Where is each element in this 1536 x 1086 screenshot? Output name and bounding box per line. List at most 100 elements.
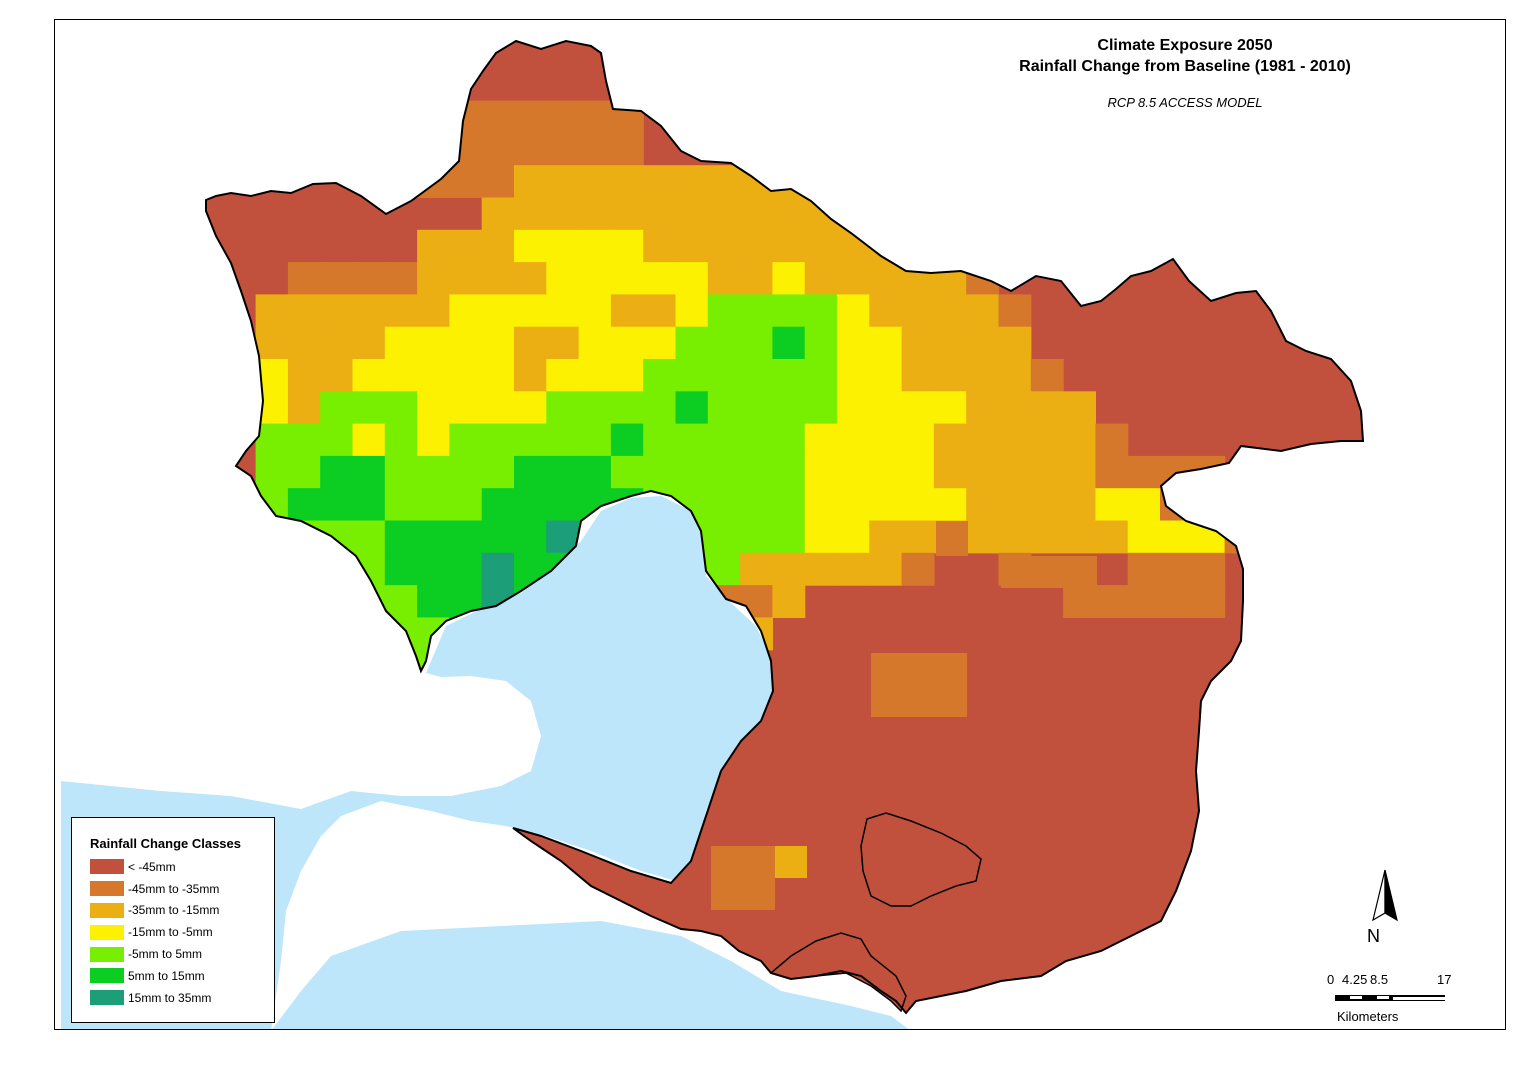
raster-cell — [901, 262, 935, 295]
raster-cell — [352, 423, 386, 457]
raster-cell — [578, 423, 612, 457]
raster-cell — [837, 552, 870, 586]
raster-cell — [772, 455, 806, 489]
raster-cell — [804, 359, 838, 392]
raster-cell — [352, 488, 386, 522]
raster-cell — [966, 326, 1000, 360]
raster-cell — [417, 520, 450, 554]
raster-cell — [352, 294, 386, 328]
raster-cell — [998, 455, 1032, 489]
raster-cell — [1063, 455, 1096, 489]
raster-cell — [481, 100, 515, 134]
scale-tick-3: 17 — [1437, 972, 1452, 987]
raster-cell — [481, 488, 515, 522]
raster-cell — [869, 455, 903, 489]
raster-cell — [320, 423, 354, 457]
raster-cell — [449, 359, 483, 392]
raster-cell — [707, 423, 741, 457]
raster-cell — [837, 359, 870, 392]
raster-cell — [643, 455, 677, 489]
raster-cell — [740, 359, 773, 392]
raster-cell — [869, 262, 903, 295]
scale-unit: Kilometers — [1337, 1009, 1399, 1024]
raster-cell — [837, 165, 870, 199]
raster-cell — [546, 423, 580, 457]
raster-cell — [772, 552, 806, 586]
raster-cell — [255, 294, 289, 328]
scale-bar-graphic — [1335, 995, 1445, 1001]
raster-cell — [1160, 585, 1193, 618]
raster-cell — [998, 423, 1032, 457]
model-label: RCP 8.5 ACCESS MODEL — [1107, 95, 1263, 110]
raster-cell — [1160, 520, 1193, 554]
raster-cell — [901, 488, 935, 522]
raster-cell — [869, 197, 903, 231]
raster-cell — [740, 229, 773, 263]
raster-cell — [901, 391, 935, 425]
raster-cell — [675, 262, 709, 295]
raster-cell — [998, 359, 1032, 392]
raster-cell — [514, 359, 547, 392]
raster-cell — [578, 326, 612, 360]
raster-cell — [804, 197, 838, 231]
raster-cell — [514, 455, 547, 489]
raster-cell — [966, 391, 1000, 425]
raster-cell — [514, 262, 547, 295]
raster-cell — [869, 294, 903, 328]
raster-cell — [320, 391, 354, 425]
raster-cell — [320, 294, 354, 328]
raster-cell — [707, 391, 741, 425]
raster-cell — [1192, 552, 1226, 586]
raster-cell — [481, 165, 515, 199]
legend-label: -15mm to -5mm — [128, 925, 213, 940]
raster-cell — [740, 262, 773, 295]
raster-cell — [837, 520, 870, 554]
raster-cell — [287, 391, 321, 425]
raster-cell — [804, 229, 838, 263]
legend-label: -5mm to 5mm — [128, 947, 203, 962]
map-subtitle-line: Rainfall Change from Baseline (1981 - 20… — [1019, 58, 1351, 75]
raster-cell — [740, 520, 773, 554]
french-island — [860, 812, 982, 907]
raster-cell — [481, 359, 515, 392]
raster-cell — [772, 262, 806, 295]
raster-cell — [837, 488, 870, 522]
raster-cell — [287, 294, 321, 328]
raster-cell — [287, 455, 321, 489]
raster-cell — [1160, 552, 1193, 586]
raster-cell — [384, 326, 418, 360]
map-title: Climate Exposure 2050 — [1097, 37, 1273, 54]
scale-tick-1: 4.25 — [1342, 972, 1368, 987]
raster-cell — [804, 488, 838, 522]
raster-cell — [384, 488, 418, 522]
raster-cell — [320, 488, 354, 522]
raster-cell — [740, 488, 773, 522]
raster-cell — [1030, 423, 1064, 457]
raster-cell — [1063, 585, 1096, 618]
raster-cell — [966, 359, 1000, 392]
scale-tick-2: 8.5 — [1370, 972, 1389, 987]
raster-cell — [352, 520, 386, 554]
map-title-block: Climate Exposure 2050 Rainfall Change fr… — [985, 35, 1385, 110]
raster-cell — [901, 294, 935, 328]
raster-cell — [320, 455, 354, 489]
raster-cell — [837, 455, 870, 489]
legend-item: < -45mm — [90, 856, 274, 878]
legend-item: 5mm to 15mm — [90, 965, 274, 987]
raster-cell — [933, 359, 967, 392]
raster-cell — [1063, 488, 1096, 522]
raster-cell — [643, 326, 677, 360]
raster-cell — [417, 455, 450, 489]
raster-cell — [837, 391, 870, 425]
raster-cell — [384, 520, 418, 554]
raster-cell — [1001, 556, 1097, 588]
raster-cell — [578, 197, 612, 231]
raster-cell — [933, 326, 967, 360]
legend-label: -35mm to -15mm — [128, 903, 220, 918]
raster-cell — [869, 359, 903, 392]
raster-cell — [481, 229, 515, 263]
raster-cell — [417, 262, 450, 295]
raster-cell — [384, 294, 418, 328]
raster-cell — [449, 423, 483, 457]
raster-cell — [578, 100, 612, 134]
